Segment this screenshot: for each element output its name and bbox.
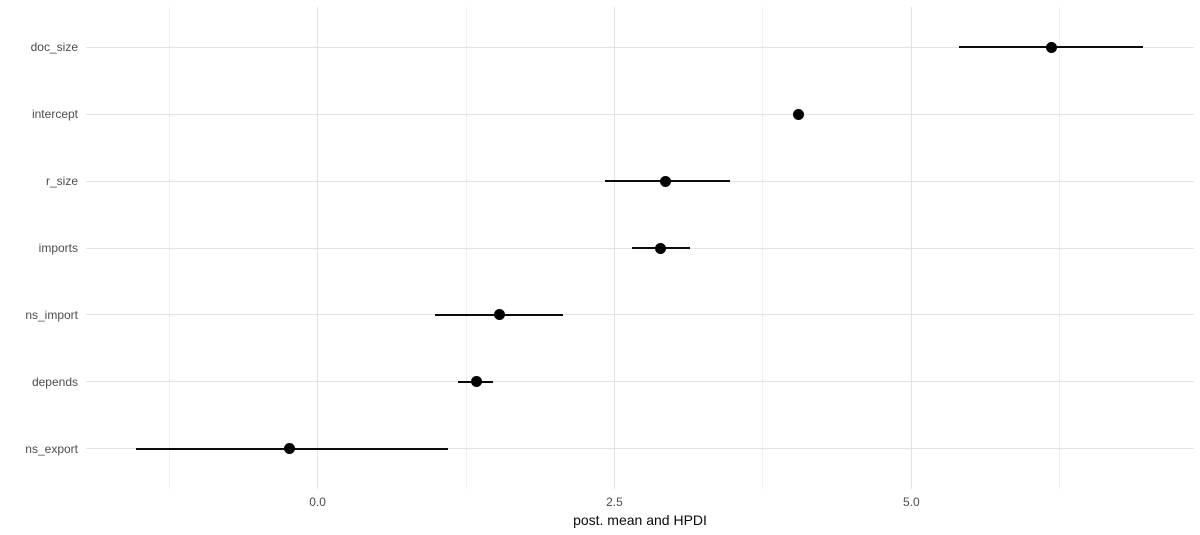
posterior-mean-point-doc_size	[1045, 41, 1057, 53]
gridline-y-major	[86, 381, 1194, 383]
y-axis-label-ns_import: ns_import	[25, 307, 78, 322]
posterior-mean-point-ns_import	[493, 309, 505, 321]
gridline-y-major	[86, 113, 1194, 115]
posterior-mean-point-depends	[471, 376, 483, 388]
x-axis-tick-label-5.0: 5.0	[903, 495, 920, 509]
gridline-y-major	[86, 314, 1194, 316]
y-axis-label-depends: depends	[31, 374, 78, 389]
y-axis-label-doc_size: doc_size	[30, 40, 78, 55]
gridline-y-major	[86, 448, 1194, 450]
y-axis-label-imports: imports	[38, 241, 78, 255]
x-axis-tick-label-0.0: 0.0	[309, 495, 326, 509]
y-axis-label-intercept: intercept	[31, 107, 78, 122]
y-axis-label-ns_export: ns_export	[25, 441, 78, 456]
posterior-mean-point-intercept	[793, 108, 805, 120]
x-axis-title: post. mean and HPDI	[573, 512, 707, 528]
y-axis-label-r_size: r_size	[45, 174, 78, 189]
posterior-mean-point-imports	[655, 242, 667, 254]
posterior-mean-point-r_size	[660, 175, 672, 187]
gridline-y-major	[86, 46, 1194, 48]
x-axis-tick-label-2.5: 2.5	[606, 495, 623, 509]
posterior-mean-point-ns_export	[283, 443, 295, 455]
